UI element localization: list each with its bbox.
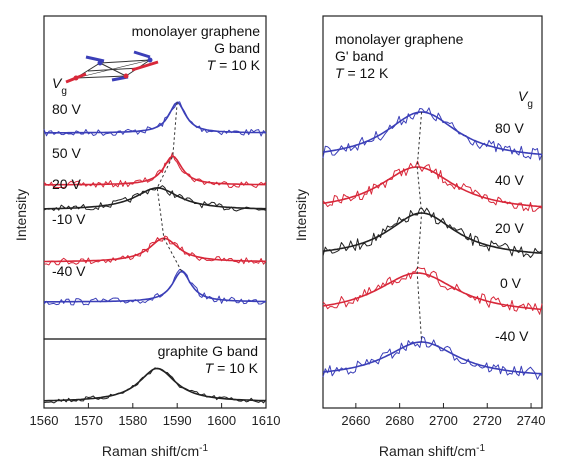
left-series-0-label: 80 V <box>52 101 81 117</box>
graphite-title: graphite G band <box>158 343 258 359</box>
left-x-ticks: 1560 1570 1580 1590 1600 1610 <box>30 403 281 428</box>
right-series-0-fit-curve <box>322 111 543 156</box>
right-series-1-label: 40 V <box>495 172 524 188</box>
right-dashed-guide <box>416 111 423 343</box>
left-title-line1: monolayer graphene <box>132 23 261 39</box>
left-x-tick-label: 1590 <box>163 413 192 428</box>
right-title-line2: G' band <box>335 48 384 64</box>
left-series-1-label: 50 V <box>52 145 81 161</box>
left-series-4-fit-curve <box>44 270 267 303</box>
right-series-3-label: 0 V <box>500 275 522 291</box>
right-title-line1: monolayer graphene <box>335 31 464 47</box>
right-series-2-raw-trace <box>322 207 543 258</box>
left-temperature: T = 10 K <box>207 57 261 73</box>
right-series-4-fit-curve <box>322 341 543 375</box>
left-gate-label: Vg <box>52 75 67 97</box>
left-series-2-fit-curve <box>44 187 266 210</box>
right-series-0-raw-trace <box>322 107 543 161</box>
right-x-tick-label: 2680 <box>385 413 414 428</box>
left-series-4-label: -40 V <box>52 263 86 279</box>
right-x-tick-label: 2720 <box>473 413 502 428</box>
right-x-ticks: 2660 2680 2700 2720 2740 <box>341 403 546 428</box>
right-series-1-fit-curve <box>322 166 543 208</box>
right-series-0-label: 80 V <box>495 120 524 136</box>
left-x-tick-label: 1600 <box>207 413 236 428</box>
left-series-3-label: -10 V <box>52 211 86 227</box>
right-series-2-label: 20 V <box>495 220 524 236</box>
right-frame <box>322 15 543 409</box>
left-x-tick-label: 1560 <box>30 413 59 428</box>
right-x-tick-label: 2740 <box>517 413 546 428</box>
right-x-tick-label: 2660 <box>341 413 370 428</box>
left-xlabel: Raman shift/cm-1 <box>102 443 209 460</box>
right-series-4-label: -40 V <box>495 328 529 344</box>
left-bottom-frame <box>43 338 267 409</box>
graphite-series-fit-curve <box>43 367 267 402</box>
right-series-2-fit-curve <box>322 212 543 254</box>
right-xlabel: Raman shift/cm-1 <box>379 443 486 460</box>
left-title-line2: G band <box>214 40 260 56</box>
graphite-temperature: T = 10 K <box>205 360 259 376</box>
left-series-3-fit-curve <box>44 237 266 263</box>
left-dashed-guide <box>156 102 183 272</box>
right-temperature: T = 12 K <box>335 65 389 81</box>
left-ylabel: Intensity <box>13 189 29 241</box>
right-gate-label: Vg <box>518 88 533 110</box>
left-x-tick-label: 1610 <box>252 413 281 428</box>
traces: 80 V 50 V 20 V -10 V -40 V 80 V 40 V 20 V 0 V -40… <box>43 101 543 404</box>
right-series-3-fit-curve <box>322 272 543 311</box>
right-ylabel: Intensity <box>293 189 309 241</box>
left-series-1-fit-curve <box>44 155 266 186</box>
left-x-tick-label: 1580 <box>118 413 147 428</box>
left-series-2-label: 20 V <box>52 176 81 192</box>
left-series-0-fit-curve <box>44 101 266 134</box>
left-x-tick-label: 1570 <box>74 413 103 428</box>
lattice-schematic <box>65 50 159 84</box>
right-x-tick-label: 2700 <box>429 413 458 428</box>
